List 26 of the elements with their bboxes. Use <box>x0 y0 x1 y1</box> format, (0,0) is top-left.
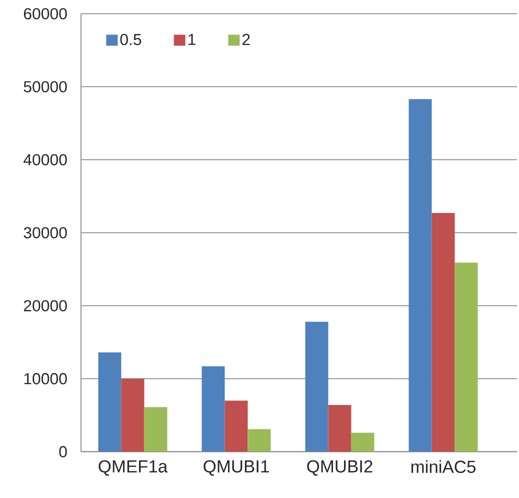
y-tick-label: 60000 <box>24 8 67 20</box>
bar <box>432 212 455 452</box>
bar <box>98 352 122 452</box>
y-tick-label: 20000 <box>24 300 67 312</box>
x-tick-label: QMEF1a <box>98 460 168 476</box>
legend-label: 0.5 <box>120 34 142 46</box>
bar <box>121 378 144 452</box>
x-tick-label: QMUBI1 <box>204 460 269 476</box>
legend-label: 1 <box>188 34 196 45</box>
bar <box>248 429 271 452</box>
x-tick-label: miniAC5 <box>411 460 476 474</box>
bar <box>408 99 432 452</box>
y-tick-label: 40000 <box>24 154 67 166</box>
bar <box>305 322 328 452</box>
x-tick-label: QMUBI2 <box>307 460 372 476</box>
bar <box>144 407 168 452</box>
bar <box>351 432 374 452</box>
y-tick-label: 0 <box>59 446 67 458</box>
legend-label: 2 <box>242 34 250 46</box>
bar <box>454 262 478 452</box>
bar <box>224 400 248 452</box>
y-tick-label: 50000 <box>24 81 67 92</box>
y-tick-label: 10000 <box>24 373 67 384</box>
y-tick-label: 30000 <box>24 227 67 238</box>
bar <box>328 404 352 452</box>
bar <box>202 366 225 452</box>
